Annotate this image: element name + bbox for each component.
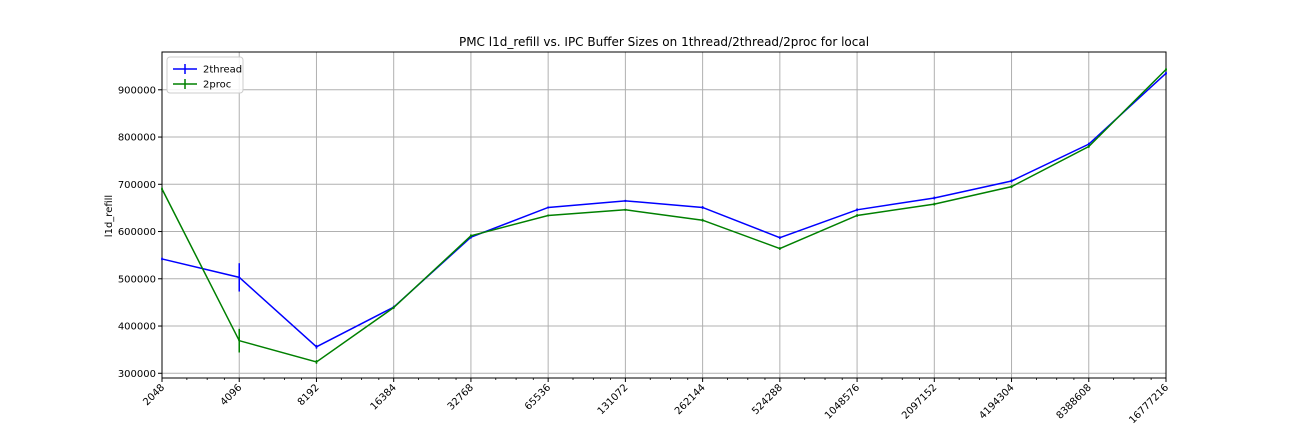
data-point-2thread (1010, 179, 1013, 182)
x-axis-ticks: 2048 4096 8192 16384 32768 65536 131072 262144 5… (141, 378, 1171, 426)
data-point-2proc (1087, 145, 1090, 148)
data-point-2thread (238, 276, 241, 279)
series-group (161, 68, 1167, 364)
data-point-2thread (624, 199, 627, 202)
data-point-2thread (933, 196, 936, 199)
data-point-2thread (315, 345, 318, 348)
axes (161, 51, 1167, 379)
plot-frame (161, 51, 1167, 379)
data-point-2proc (547, 214, 550, 217)
data-point-2proc (392, 306, 395, 309)
x-tick-label: 32768 (446, 382, 476, 412)
y-tick-label: 700000 (118, 180, 156, 191)
data-point-2proc (1165, 68, 1167, 71)
x-tick-label: 16777216 (1127, 382, 1171, 426)
data-point-2thread (547, 206, 550, 209)
data-point-2proc (778, 247, 781, 250)
y-axis-label: l1d_refill (104, 195, 115, 237)
y-tick-label: 600000 (118, 227, 156, 238)
x-tick-label: 131072 (596, 382, 631, 417)
data-point-2thread (701, 206, 704, 209)
data-point-2proc (1010, 185, 1013, 188)
x-tick-label: 4194304 (977, 382, 1016, 421)
x-tick-label: 4096 (219, 382, 245, 408)
y-tick-label: 400000 (118, 322, 156, 333)
data-point-2proc (933, 203, 936, 206)
data-point-2thread (778, 236, 781, 239)
x-tick-label: 2097152 (900, 382, 939, 421)
data-point-2proc (315, 360, 318, 363)
data-point-2thread (856, 208, 859, 211)
y-tick-label: 500000 (118, 274, 156, 285)
data-point-2proc (161, 188, 163, 191)
x-tick-label: 1048576 (823, 382, 862, 421)
legend-label: 2thread (203, 65, 242, 76)
data-point-2proc (624, 208, 627, 211)
legend-label: 2proc (203, 80, 231, 91)
x-tick-label: 2048 (141, 382, 167, 408)
x-tick-label: 65536 (523, 382, 553, 412)
x-tick-label: 8192 (296, 382, 322, 408)
data-point-2thread (1165, 72, 1167, 75)
legend: 2thread 2proc (166, 56, 244, 94)
y-tick-label: 900000 (118, 85, 156, 96)
chart-title: PMC l1d_refill vs. IPC Buffer Sizes on 1… (459, 35, 869, 49)
data-point-2proc (469, 234, 472, 237)
data-point-2proc (701, 219, 704, 222)
y-tick-label: 300000 (118, 369, 156, 380)
y-axis-ticks: 300000 400000 500000 600000 700000 800000 9000… (118, 85, 162, 380)
series-line-2proc (161, 68, 1167, 363)
y-tick-label: 800000 (118, 133, 156, 144)
data-point-2thread (161, 257, 163, 260)
x-tick-label: 262144 (673, 382, 708, 417)
x-tick-label: 16384 (369, 382, 399, 412)
data-point-2proc (238, 339, 241, 342)
x-tick-label: 8388608 (1055, 382, 1094, 421)
data-point-2thread (1087, 143, 1090, 146)
data-point-2proc (856, 214, 859, 217)
x-tick-label: 524288 (750, 382, 785, 417)
series-line-2thread (161, 72, 1167, 348)
